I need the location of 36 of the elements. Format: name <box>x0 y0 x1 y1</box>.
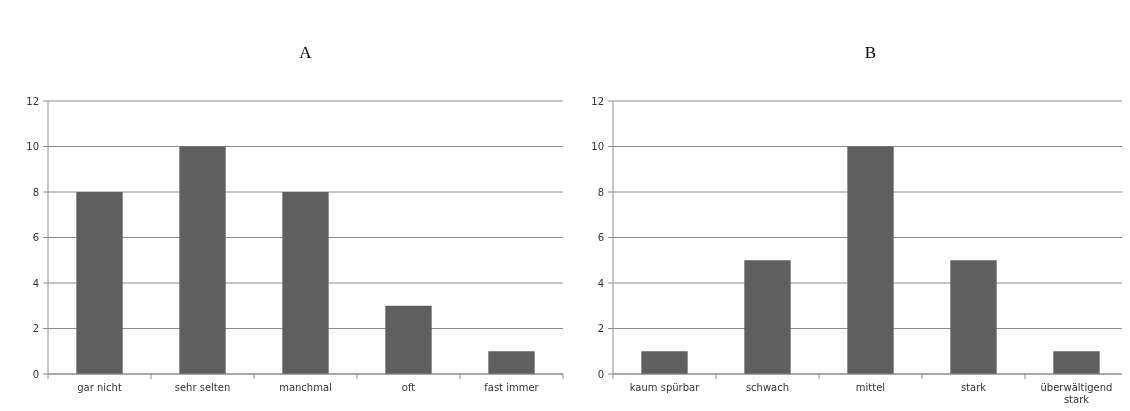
y-tick-label: 0 <box>597 368 604 380</box>
y-tick-label: 2 <box>32 323 39 334</box>
bar <box>1053 351 1100 374</box>
y-tick-label: 6 <box>597 232 604 243</box>
x-tick-label: schwach <box>745 382 790 393</box>
bar <box>282 192 329 374</box>
y-tick-label: 10 <box>591 141 604 152</box>
y-tick-label: 4 <box>597 277 604 289</box>
bar <box>641 351 688 374</box>
x-tick-label: gar nicht <box>77 382 122 393</box>
bar <box>385 305 432 374</box>
bar <box>76 192 123 374</box>
bar <box>488 351 535 374</box>
y-tick-label: 4 <box>32 277 39 289</box>
chart-title: A <box>299 43 313 62</box>
bar <box>179 146 226 374</box>
y-tick-label: 8 <box>597 186 604 198</box>
x-tick-label: kaum spürbar <box>629 382 701 393</box>
x-tick-label: fast immer <box>484 382 540 393</box>
y-tick-label: 6 <box>32 232 39 243</box>
x-tick-label: mittel <box>855 382 886 393</box>
bar <box>847 146 894 374</box>
y-tick-label: 0 <box>32 368 39 380</box>
x-tick-label: manchmal <box>279 382 332 393</box>
bar <box>744 260 791 374</box>
y-tick-label: 2 <box>597 323 604 334</box>
x-tick-label: überwältigend stark <box>1040 382 1113 405</box>
y-tick-label: 12 <box>26 95 39 107</box>
x-tick-label: stark <box>960 382 987 393</box>
chart-title: B <box>864 43 877 62</box>
y-tick-label: 10 <box>26 141 39 152</box>
bar <box>950 260 997 374</box>
x-tick-label: oft <box>401 382 416 393</box>
y-tick-label: 8 <box>32 186 39 198</box>
y-tick-label: 12 <box>591 95 604 107</box>
x-tick-label: sehr selten <box>174 382 231 393</box>
